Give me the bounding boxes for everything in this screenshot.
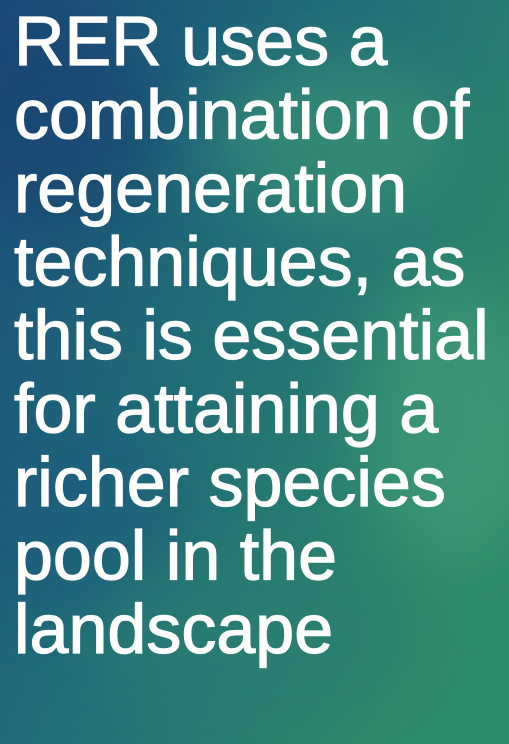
text-line: techniques, as [14, 223, 465, 301]
text-line: pool in the [14, 517, 337, 595]
text-line: for attaining a [14, 370, 438, 448]
text-line: RER uses a [14, 2, 388, 80]
text-line: regeneration [14, 149, 407, 227]
text-line: landscape [14, 590, 333, 668]
blurred-foliage [0, 10, 509, 730]
text-line: this is essential [14, 296, 489, 374]
text-line: richer species [14, 443, 446, 521]
text-line: combination of [14, 76, 470, 154]
